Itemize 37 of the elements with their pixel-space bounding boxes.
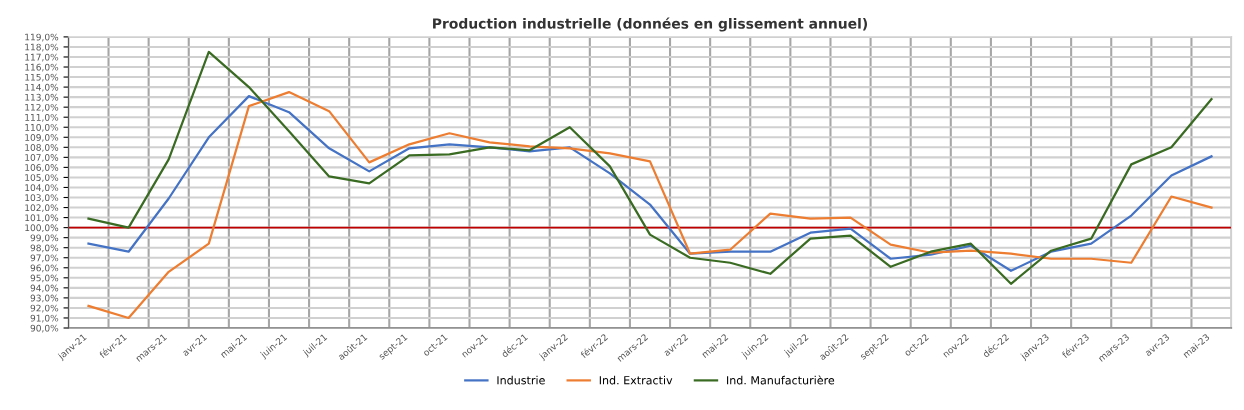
y-tick-label: 91,0%	[30, 314, 59, 323]
y-tick-label: 110,0%	[25, 123, 59, 132]
y-tick-label: 97,0%	[30, 254, 59, 263]
y-tick-label: 109,0%	[25, 134, 59, 142]
y-tick-label: 95,0%	[30, 274, 59, 283]
y-tick-label: 118,0%	[25, 43, 59, 52]
y-tick-label: 107,0%	[25, 154, 59, 162]
y-tick-label: 105,0%	[25, 174, 59, 182]
y-tick-label: 101,0%	[25, 214, 59, 223]
y-tick-label: 92,0%	[30, 304, 59, 313]
line-series	[87, 91, 1213, 320]
y-tick-label: 117,0%	[25, 53, 59, 62]
y-tick-label: 103,0%	[25, 194, 59, 202]
y-tick-label: 98,0%	[30, 244, 59, 253]
legend-label: Ind. Manufacturière	[727, 375, 835, 385]
legend-label: Industrie	[497, 375, 545, 385]
y-tick-label: 96,0%	[30, 264, 59, 273]
y-tick-label: 111,0%	[25, 113, 59, 122]
chart-title: Production industrielle (données en glissement annuel)	[433, 17, 868, 32]
y-tick-label: 116,0%	[25, 63, 59, 72]
y-tick-label: 108,0%	[25, 144, 59, 152]
y-tick-label: 115,0%	[25, 73, 59, 82]
y-tick-label: 100,0%	[25, 224, 59, 233]
y-tick-label: 94,0%	[30, 284, 59, 293]
y-tick-label: 104,0%	[25, 184, 59, 192]
y-tick-label: 119,0%	[25, 33, 59, 42]
y-tick-label: 112,0%	[25, 103, 59, 112]
line-series	[87, 50, 1213, 285]
y-tick-label: 114,0%	[25, 83, 59, 92]
y-tick-label: 113,0%	[25, 93, 59, 102]
y-tick-label: 106,0%	[25, 164, 59, 172]
y-tick-label: 90,0%	[30, 324, 59, 333]
line-series	[87, 95, 1213, 272]
y-tick-label: 102,0%	[25, 204, 59, 213]
y-tick-label: 93,0%	[30, 294, 59, 303]
legend-label: Ind. Extractiv	[599, 375, 673, 385]
y-tick-label: 99,0%	[30, 234, 59, 243]
